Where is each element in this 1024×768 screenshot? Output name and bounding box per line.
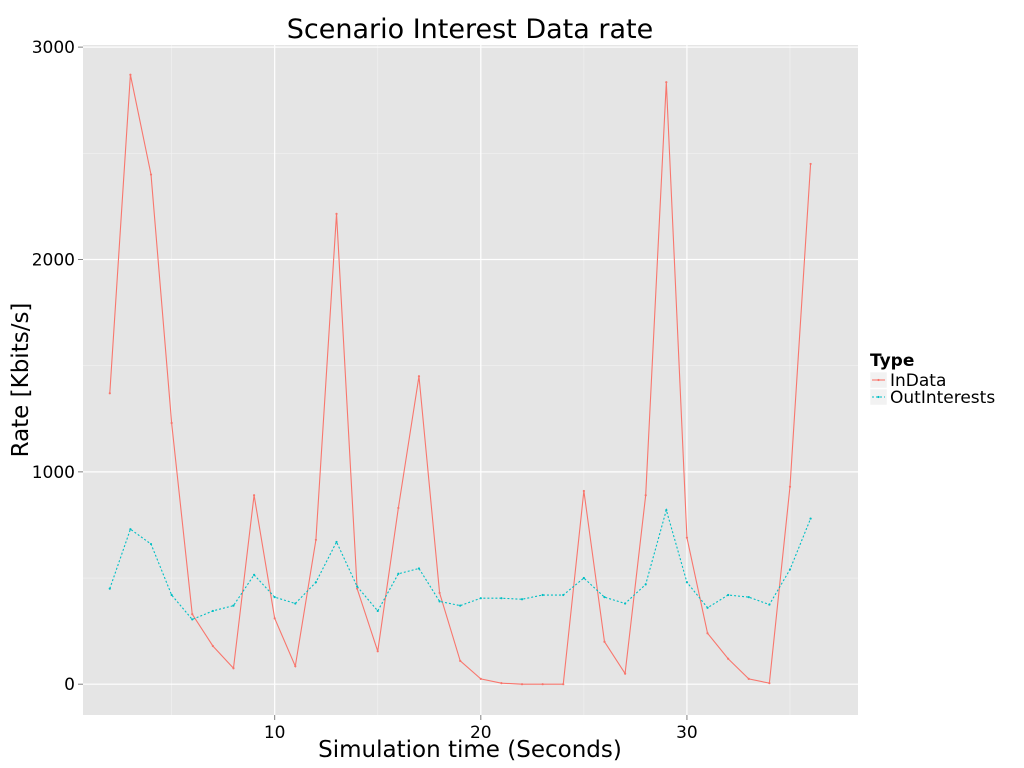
data-point-outinterests: [356, 585, 359, 588]
data-point-outinterests: [417, 567, 421, 570]
data-point-indata: [149, 173, 153, 176]
data-point-indata: [170, 421, 173, 425]
data-point-indata: [459, 659, 462, 662]
data-point-outinterests: [397, 572, 400, 575]
data-point-outinterests: [252, 573, 256, 576]
data-point-indata: [500, 682, 503, 685]
data-point-outinterests: [170, 593, 173, 597]
chart-title: Scenario Interest Data rate: [287, 14, 653, 45]
y-tick-label: 3000: [32, 38, 75, 58]
data-point-indata: [314, 538, 318, 541]
data-point-indata: [479, 677, 482, 680]
data-point-indata: [294, 665, 297, 668]
data-point-indata: [232, 667, 235, 670]
data-point-indata: [644, 494, 647, 497]
legend-title: Type: [870, 351, 914, 371]
legend-point-indata: [877, 378, 880, 382]
legend-point-outinterests: [877, 395, 880, 399]
data-point-indata: [417, 375, 421, 378]
data-point-indata: [706, 632, 709, 635]
data-point-indata: [541, 683, 544, 686]
data-point-outinterests: [211, 609, 214, 613]
y-tick-label: 2000: [32, 250, 75, 270]
data-point-outinterests: [232, 604, 235, 607]
data-point-indata: [252, 494, 256, 497]
data-point-outinterests: [623, 602, 627, 605]
data-point-outinterests: [500, 597, 503, 600]
x-axis-title: Simulation time (Seconds): [318, 737, 622, 763]
data-point-outinterests: [314, 581, 318, 584]
y-tick-label: 0: [64, 675, 75, 695]
data-point-indata: [356, 587, 359, 590]
data-point-indata: [582, 489, 585, 493]
grid-lines: [83, 45, 858, 715]
data-point-indata: [768, 682, 771, 685]
data-point-outinterests: [685, 581, 689, 584]
series-layer: [108, 73, 812, 686]
data-point-outinterests: [706, 606, 709, 609]
data-point-indata: [623, 672, 627, 675]
data-point-outinterests: [129, 528, 132, 531]
legend-label-indata: InData: [890, 371, 946, 391]
data-point-indata: [273, 617, 276, 620]
data-point-outinterests: [809, 517, 812, 520]
data-point-outinterests: [376, 609, 379, 613]
axis-ticks: 10 20 30 0 1000 2000 3000: [32, 38, 698, 743]
x-tick-label: 10: [264, 723, 286, 743]
data-point-outinterests: [273, 596, 276, 599]
data-point-outinterests: [665, 508, 668, 512]
data-point-outinterests: [191, 618, 194, 621]
data-point-outinterests: [108, 587, 111, 590]
data-point-outinterests: [768, 603, 771, 606]
legend-label-outinterests: OutInterests: [890, 388, 995, 408]
data-point-outinterests: [459, 604, 462, 607]
data-point-indata: [438, 591, 441, 594]
data-point-indata: [562, 683, 565, 686]
data-point-outinterests: [479, 597, 482, 600]
x-tick-label: 30: [676, 723, 698, 743]
x-tick-label: 20: [470, 723, 492, 743]
data-point-outinterests: [438, 600, 441, 603]
y-axis-title: Rate [Kbits/s]: [8, 303, 34, 458]
data-point-indata: [665, 81, 668, 84]
data-point-indata: [603, 640, 606, 643]
data-point-outinterests: [294, 602, 297, 605]
y-tick-label: 1000: [32, 463, 75, 483]
data-point-outinterests: [582, 576, 585, 580]
data-point-indata: [335, 212, 338, 215]
data-point-outinterests: [788, 568, 792, 571]
data-point-indata: [520, 683, 524, 686]
data-point-indata: [108, 392, 111, 395]
data-point-indata: [747, 677, 750, 680]
data-point-outinterests: [727, 593, 730, 597]
data-point-outinterests: [520, 598, 524, 601]
data-point-indata: [397, 506, 400, 510]
data-point-indata: [809, 162, 812, 166]
data-point-indata: [788, 485, 792, 488]
data-point-outinterests: [644, 583, 647, 586]
data-point-outinterests: [149, 542, 153, 546]
data-point-indata: [211, 644, 214, 648]
data-point-indata: [191, 613, 194, 616]
data-point-indata: [129, 73, 132, 76]
data-point-outinterests: [562, 593, 565, 597]
data-point-outinterests: [747, 596, 750, 599]
data-point-outinterests: [603, 596, 606, 599]
data-point-indata: [685, 536, 689, 539]
data-point-indata: [727, 657, 730, 660]
plot-panel: [83, 45, 858, 715]
data-point-outinterests: [541, 593, 544, 597]
data-point-indata: [376, 650, 379, 653]
data-point-outinterests: [335, 540, 338, 544]
